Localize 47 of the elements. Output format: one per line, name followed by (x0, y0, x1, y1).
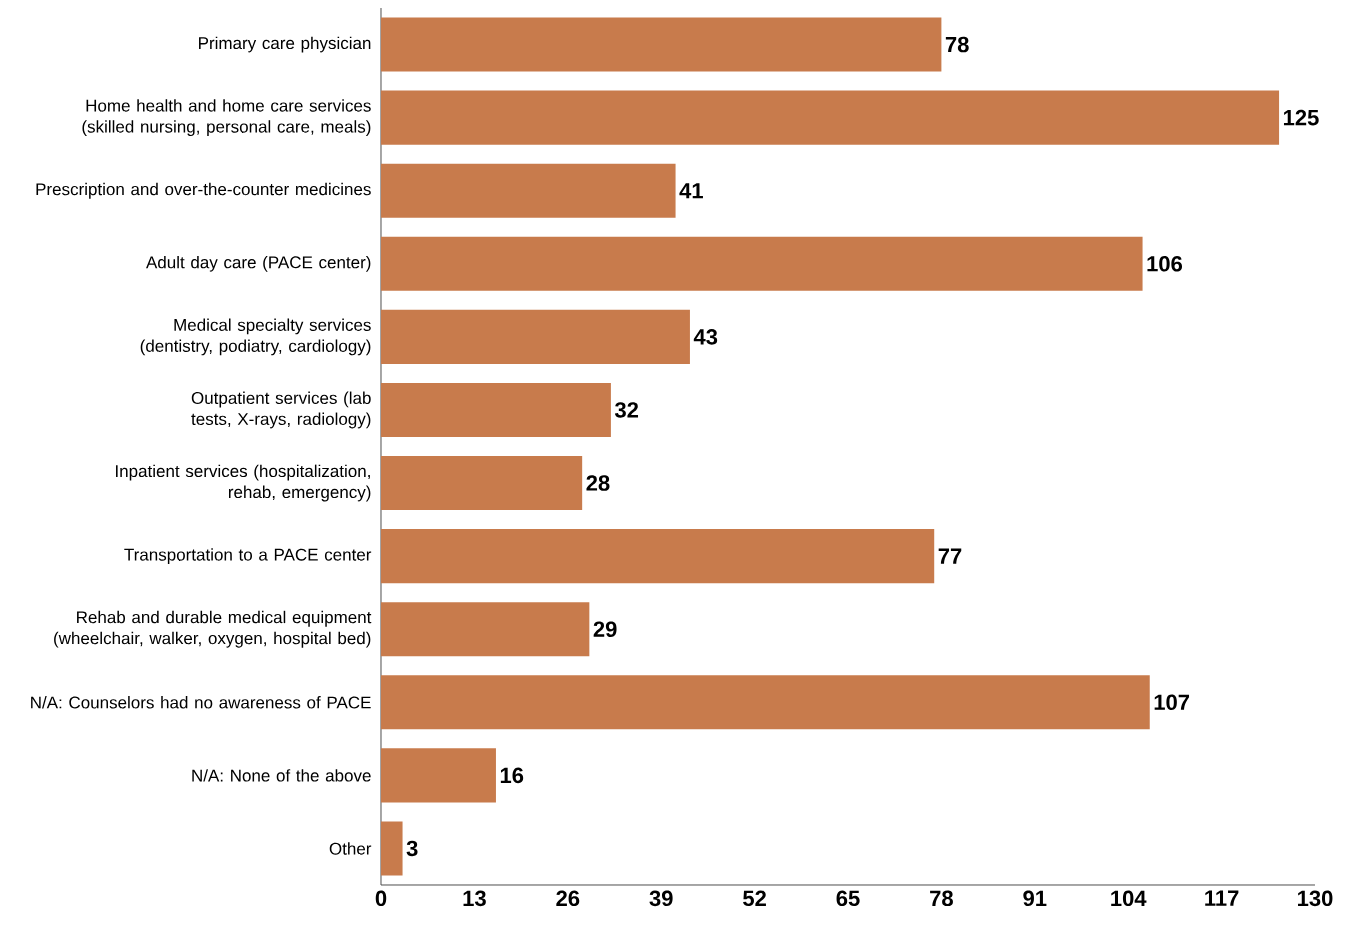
y-tick-label: Transportation to a PACE center (124, 548, 372, 565)
bar (381, 675, 1150, 730)
y-tick-label: Outpatient services (lab tests, X-rays, radiology) (191, 391, 371, 429)
y-tick-label: Home health and home care services (skilled nursing, personal care, meals) (82, 99, 371, 137)
bar (381, 821, 403, 876)
y-tick-label: Medical specialty services (dentistry, podiatry, cardiology) (140, 318, 371, 356)
data-label: 107 (1154, 694, 1190, 711)
x-tick-label: 26 (556, 890, 580, 907)
bar (381, 309, 690, 364)
y-tick-label: N/A: None of the above (192, 769, 371, 782)
data-label: 16 (500, 767, 524, 784)
bar (381, 382, 611, 437)
data-label: 77 (938, 548, 962, 564)
y-tick-label: Inpatient services (hospitalization, rehab, emergency) (116, 464, 371, 502)
bar (381, 90, 1280, 145)
x-tick-label: 91 (1023, 890, 1047, 907)
y-tick-label: Adult day care (PACE center) (146, 255, 371, 272)
bar (381, 163, 676, 218)
y-tick-label: Rehab and durable medical equipment (wheelchair, walker, oxygen, hospital bed) (54, 610, 372, 648)
data-label: 125 (1283, 109, 1319, 126)
x-tick-label: 104 (1111, 890, 1147, 907)
y-tick-label: Primary care physician (199, 36, 371, 53)
bar (381, 748, 496, 803)
y-tick-label: N/A: Counselors had no awareness of PACE (31, 696, 371, 709)
x-tick-label: 0 (375, 890, 387, 907)
x-tick-label: 130 (1298, 890, 1333, 907)
bar (381, 456, 583, 511)
x-tick-label: 78 (930, 890, 953, 907)
x-tick-label: 13 (463, 890, 486, 907)
x-tick-label: 117 (1205, 890, 1239, 906)
data-label: 28 (586, 475, 610, 491)
bar (381, 236, 1143, 291)
data-label: 106 (1147, 256, 1183, 272)
data-label: 32 (614, 402, 639, 418)
bar (381, 602, 590, 657)
x-tick-label: 39 (649, 890, 673, 907)
x-tick-label: 52 (743, 890, 766, 907)
data-label: 29 (593, 621, 617, 637)
bar (381, 529, 935, 584)
x-tick-label: 65 (836, 890, 860, 907)
data-label: 41 (679, 183, 703, 199)
bar (381, 17, 942, 72)
data-label: 78 (945, 36, 969, 53)
data-label: 3 (406, 840, 418, 857)
y-tick-label: Other (329, 842, 372, 855)
data-label: 43 (693, 329, 718, 345)
y-tick-label: Prescription and over-the-counter medicines (36, 182, 371, 199)
